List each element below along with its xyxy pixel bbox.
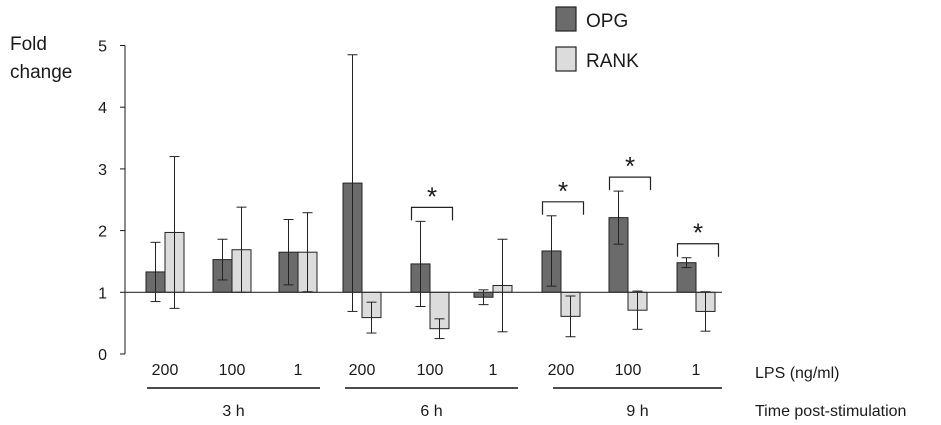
significance-asterisk: * [693,218,703,248]
x-category-label: 100 [219,362,246,379]
significance-bracket [676,243,720,257]
significance-bracket [608,176,652,191]
x-axis-label: LPS (ng/ml) [755,365,839,382]
x-category-label: 1 [489,362,498,379]
significance-asterisk: * [558,176,568,206]
y-tick-label: 5 [98,39,107,56]
x-category-label: 1 [692,362,701,379]
significance-bracket [410,206,454,221]
significance-markers: * * * * [410,151,720,257]
y-axis-label-line: change [10,62,72,83]
significance-bracket [541,201,585,215]
y-tick-label: 2 [98,224,107,241]
x-category-label: 100 [417,362,444,379]
legend: OPG RANK [555,6,639,72]
y-axis-label: Fold change [10,34,72,83]
group-labels: 3 h 6 h 9 h Time post-stimulation [147,387,906,420]
significance-asterisk: * [427,181,437,211]
group-axis-label: Time post-stimulation [755,403,906,420]
error-bars [150,54,711,340]
y-tick-label: 4 [98,100,107,117]
x-category-label: 100 [615,362,642,379]
y-axis-label-line: Fold [10,34,47,55]
group-label: 6 h [420,403,442,420]
x-category-label: 1 [294,362,303,379]
x-category-labels: 200 100 1 200 100 1 200 100 1 LPS (ng/ml) [152,362,840,382]
group-label: 9 h [626,403,648,420]
y-axis: 0 1 2 3 4 5 [98,39,126,364]
legend-label-rank: RANK [586,51,639,72]
legend-label-opg: OPG [586,11,628,32]
legend-swatch-rank [555,46,577,72]
y-tick-label: 1 [98,285,107,302]
y-tick-label: 0 [98,347,107,364]
y-tick-label: 3 [98,162,107,179]
x-category-label: 200 [349,362,376,379]
group-label: 3 h [222,403,244,420]
legend-swatch-opg [555,6,577,32]
x-category-label: 200 [152,362,179,379]
x-category-label: 200 [548,362,575,379]
significance-asterisk: * [625,151,635,181]
